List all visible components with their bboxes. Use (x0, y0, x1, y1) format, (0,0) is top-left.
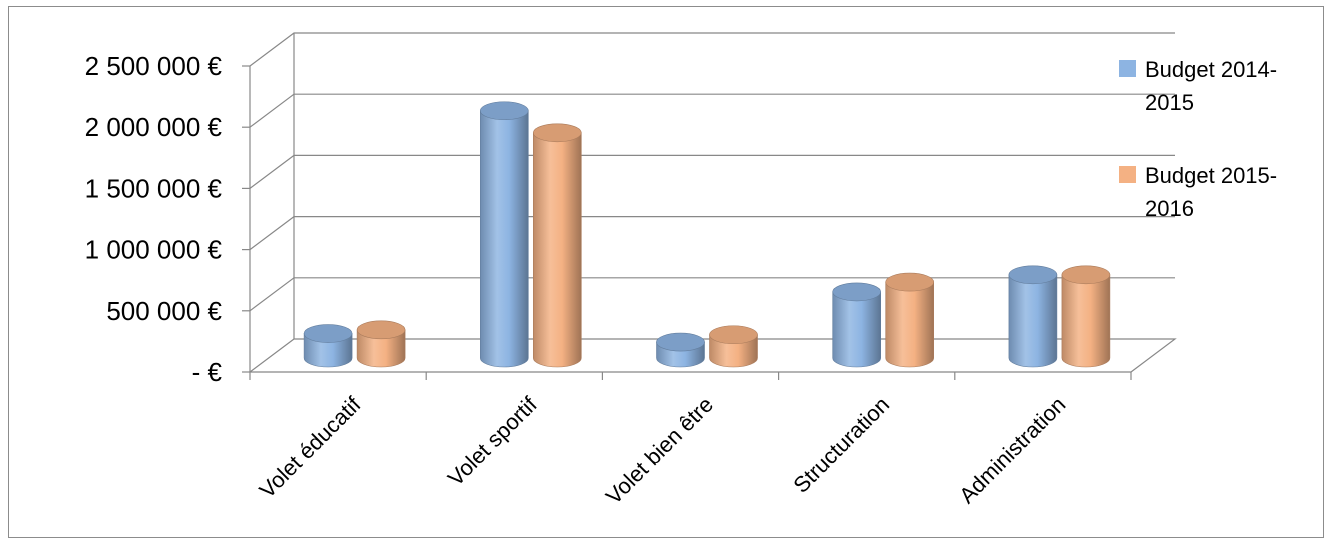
gridline (249, 32, 1175, 67)
bar (480, 110, 529, 368)
y-tick-label: 1 000 000 € (85, 235, 223, 265)
x-tick-label: Volet éducatif (255, 391, 367, 503)
floor-outline (249, 338, 1177, 373)
bar-top (532, 123, 582, 143)
legend-label: 2015 (1145, 90, 1194, 115)
y-tick-label: - € (192, 357, 223, 387)
x-tick-label: Structuration (788, 392, 894, 498)
bar (533, 132, 582, 368)
bar-top (303, 324, 353, 343)
bar-top (885, 272, 935, 292)
bar-top (479, 101, 529, 121)
bar (832, 291, 881, 368)
y-tick-label: 2 500 000 € (85, 51, 223, 81)
legend-label: 2016 (1145, 196, 1194, 221)
legend-label: Budget 2015- (1145, 163, 1277, 188)
bar-top (1008, 265, 1058, 285)
bar-top (832, 282, 882, 302)
gridline (249, 93, 1175, 128)
bar-top (709, 325, 758, 345)
x-tick-label: Volet sportif (443, 391, 543, 491)
bar (1061, 274, 1111, 368)
bar-top (656, 332, 705, 352)
gridline (249, 154, 1175, 189)
x-tick-label: Volet bien être (601, 392, 718, 509)
bar-top (356, 320, 406, 340)
gridline (249, 277, 1175, 312)
bar (1008, 274, 1058, 368)
legend-swatch (1119, 166, 1136, 183)
bar (885, 281, 934, 368)
y-tick-label: 500 000 € (106, 296, 222, 326)
legend-swatch (1119, 60, 1136, 77)
bar (356, 329, 406, 368)
bar (303, 333, 353, 368)
bar-top (1061, 265, 1111, 285)
x-tick-label: Administration (954, 392, 1070, 508)
y-tick-label: 2 000 000 € (85, 112, 223, 142)
legend-label: Budget 2014- (1145, 57, 1277, 82)
gridline (249, 216, 1175, 251)
y-tick-label: 1 500 000 € (85, 173, 223, 203)
